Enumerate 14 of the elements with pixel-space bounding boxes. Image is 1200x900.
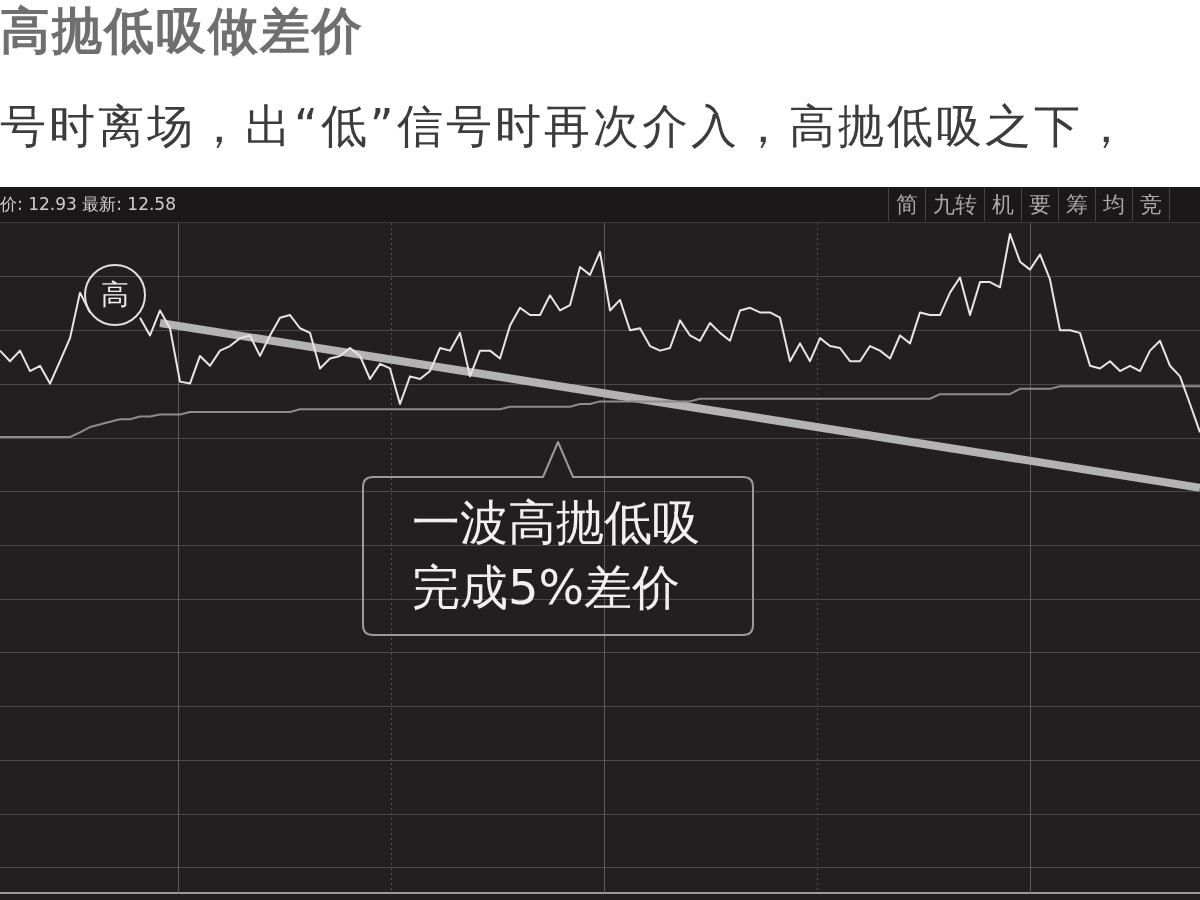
text: 九转	[926, 188, 985, 221]
text: 价: 12.93 最新: 12.58	[0, 193, 177, 216]
text: 机	[985, 188, 1022, 221]
text: 筹	[1059, 188, 1096, 221]
annotation: 高	[101, 278, 129, 311]
text: 均	[1096, 188, 1133, 221]
circle-badge: 高	[84, 264, 146, 326]
annotation: 完成5%差价	[412, 558, 681, 617]
chart-subtitle: 号时离场，出“低”信号时再次介入，高抛低吸之下，	[0, 98, 1132, 155]
chart-title: 高抛低吸做差价	[0, 1, 364, 62]
text: 竞	[1133, 188, 1170, 221]
text: 简	[889, 188, 926, 221]
annotation: 一波高抛低吸	[412, 493, 700, 552]
text: 要	[1022, 188, 1059, 221]
